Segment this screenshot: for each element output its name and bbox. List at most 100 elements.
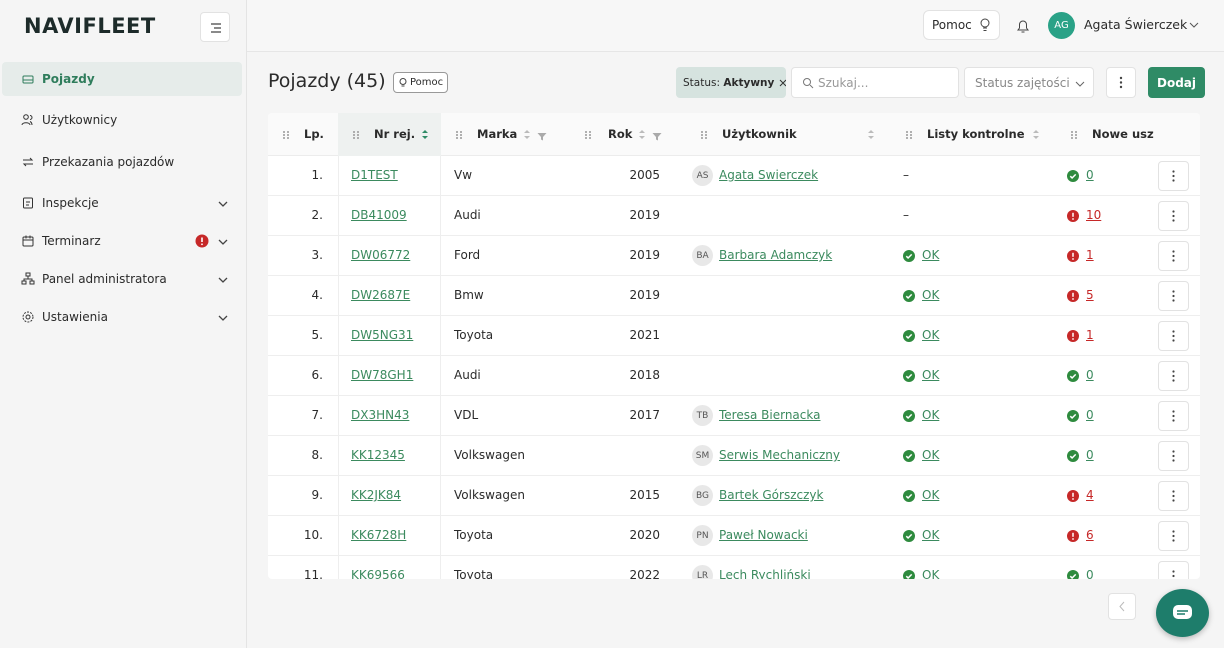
user-link[interactable]: Lech Rychliński [719, 568, 811, 579]
menu-icon [21, 113, 35, 130]
user-link[interactable]: Teresa Biernacka [719, 408, 821, 422]
user-chevron[interactable] [1189, 21, 1199, 29]
user-link[interactable]: Serwis Mechaniczny [719, 448, 840, 462]
registration-link[interactable]: KK6728H [351, 528, 407, 542]
checklist-status[interactable]: OK [922, 328, 940, 342]
status-filter-chip[interactable]: Status: Aktywny [676, 67, 786, 98]
add-button[interactable]: Dodaj [1148, 67, 1205, 98]
registration-link[interactable]: KK69566 [351, 568, 405, 579]
bell-icon[interactable] [1015, 18, 1031, 34]
user-avatar[interactable]: AG [1048, 12, 1075, 39]
menu-item[interactable]: Ustawienia [2, 300, 242, 334]
user-link[interactable]: Barbara Adamczyk [719, 248, 833, 262]
checklist-ok-icon [903, 250, 915, 265]
registration-link[interactable]: DB41009 [351, 208, 407, 222]
row-actions-button[interactable] [1158, 481, 1189, 511]
checklist-status[interactable]: OK [922, 408, 940, 422]
column-header[interactable]: Marka [477, 127, 518, 141]
registration-link[interactable]: DW78GH1 [351, 368, 414, 382]
column-header[interactable]: Użytkownik [722, 127, 797, 141]
make: Toyota [454, 568, 494, 579]
collapse-button[interactable] [200, 12, 230, 42]
menu-item[interactable]: Terminarz [2, 224, 242, 258]
checklist-status[interactable]: OK [922, 248, 940, 262]
new-damages-link[interactable]: 4 [1086, 488, 1094, 502]
menu-item[interactable]: Inspekcje [2, 186, 242, 220]
checklist-status[interactable]: OK [922, 448, 940, 462]
registration-link[interactable]: DX3HN43 [351, 408, 410, 422]
user-link[interactable]: Paweł Nowacki [719, 528, 808, 542]
filter-remove[interactable] [778, 78, 786, 88]
sorted-column-cell [338, 156, 441, 196]
checklist-status[interactable]: OK [922, 488, 940, 502]
alert-badge [195, 234, 209, 251]
row-actions-button[interactable] [1158, 281, 1189, 311]
chat-button[interactable] [1156, 589, 1209, 637]
year: 2017 [629, 408, 660, 422]
drag-handle [455, 129, 463, 143]
menu-item[interactable]: Panel administratora [2, 262, 242, 296]
row-actions-button[interactable] [1158, 241, 1189, 271]
menu-item[interactable]: Użytkownicy [2, 103, 242, 137]
table-row: 5. DW5NG31 Toyota 2021 OK 1 [268, 316, 1200, 356]
new-damages-link[interactable]: 0 [1086, 448, 1094, 462]
row-actions-button[interactable] [1158, 361, 1189, 391]
checklist-status[interactable]: OK [922, 368, 940, 382]
registration-link[interactable]: DW5NG31 [351, 328, 414, 342]
make: Vw [454, 168, 473, 182]
help-button[interactable]: Pomoc [923, 10, 1000, 40]
registration-link[interactable]: KK2JK84 [351, 488, 402, 502]
row-actions-button[interactable] [1158, 561, 1189, 579]
menu-item[interactable]: Przekazania pojazdów [2, 145, 242, 179]
user-link[interactable]: Agata Swierczek [719, 168, 819, 182]
page-help-button[interactable]: Pomoc [393, 72, 448, 93]
new-damages-link[interactable]: 6 [1086, 528, 1094, 542]
user-avatar: PN [692, 525, 713, 546]
make: Toyota [454, 528, 494, 542]
make: Ford [454, 248, 481, 262]
row-actions-button[interactable] [1158, 161, 1189, 191]
registration-link[interactable]: KK12345 [351, 448, 405, 462]
column-header[interactable]: Lp. [304, 127, 324, 141]
chat-icon [1173, 605, 1192, 619]
column-header[interactable]: Nr rej. [374, 127, 416, 141]
year: 2019 [629, 208, 660, 222]
menu-item[interactable]: Pojazdy [2, 62, 242, 96]
row-actions-button[interactable] [1158, 401, 1189, 431]
menu-chevron [218, 235, 228, 249]
year: 2020 [629, 528, 660, 542]
row-actions-button[interactable] [1158, 201, 1189, 231]
registration-link[interactable]: D1TEST [351, 168, 398, 182]
new-damages-link[interactable]: 10 [1086, 208, 1102, 222]
new-damages-link[interactable]: 0 [1086, 568, 1094, 579]
row-number: 2. [311, 208, 323, 222]
more-button[interactable] [1106, 67, 1136, 98]
new-damages-link[interactable]: 0 [1086, 408, 1094, 422]
checklist-status[interactable]: OK [922, 288, 940, 302]
new-damages-link[interactable]: 0 [1086, 368, 1094, 382]
status-select[interactable]: Status zajętości [964, 67, 1094, 98]
new-damages-link[interactable]: 0 [1086, 168, 1094, 182]
user-link[interactable]: Bartek Górszczyk [719, 488, 824, 502]
registration-link[interactable]: DW06772 [351, 248, 411, 262]
registration-link[interactable]: DW2687E [351, 288, 411, 302]
checklist-status[interactable]: OK [922, 568, 940, 579]
checklist-ok-icon [903, 330, 915, 345]
column-header[interactable]: Listy kontrolne [927, 127, 1025, 141]
new-damages-link[interactable]: 1 [1086, 248, 1094, 262]
prev-page-button[interactable] [1108, 593, 1136, 620]
row-actions-button[interactable] [1158, 521, 1189, 551]
row-actions-button[interactable] [1158, 321, 1189, 351]
column-header[interactable]: Nowe usz [1092, 127, 1154, 141]
year: 2019 [629, 288, 660, 302]
row-actions-button[interactable] [1158, 441, 1189, 471]
year: 2018 [629, 368, 660, 382]
new-damages-link[interactable]: 1 [1086, 328, 1094, 342]
row-number: 10. [303, 528, 323, 542]
menu-icon [21, 72, 35, 89]
search-input[interactable]: Szukaj... [791, 67, 959, 98]
checklist-status[interactable]: OK [922, 528, 940, 542]
column-header[interactable]: Rok [608, 127, 633, 141]
new-damages-link[interactable]: 5 [1086, 288, 1094, 302]
user-name[interactable]: Agata Świerczek [1084, 17, 1188, 32]
